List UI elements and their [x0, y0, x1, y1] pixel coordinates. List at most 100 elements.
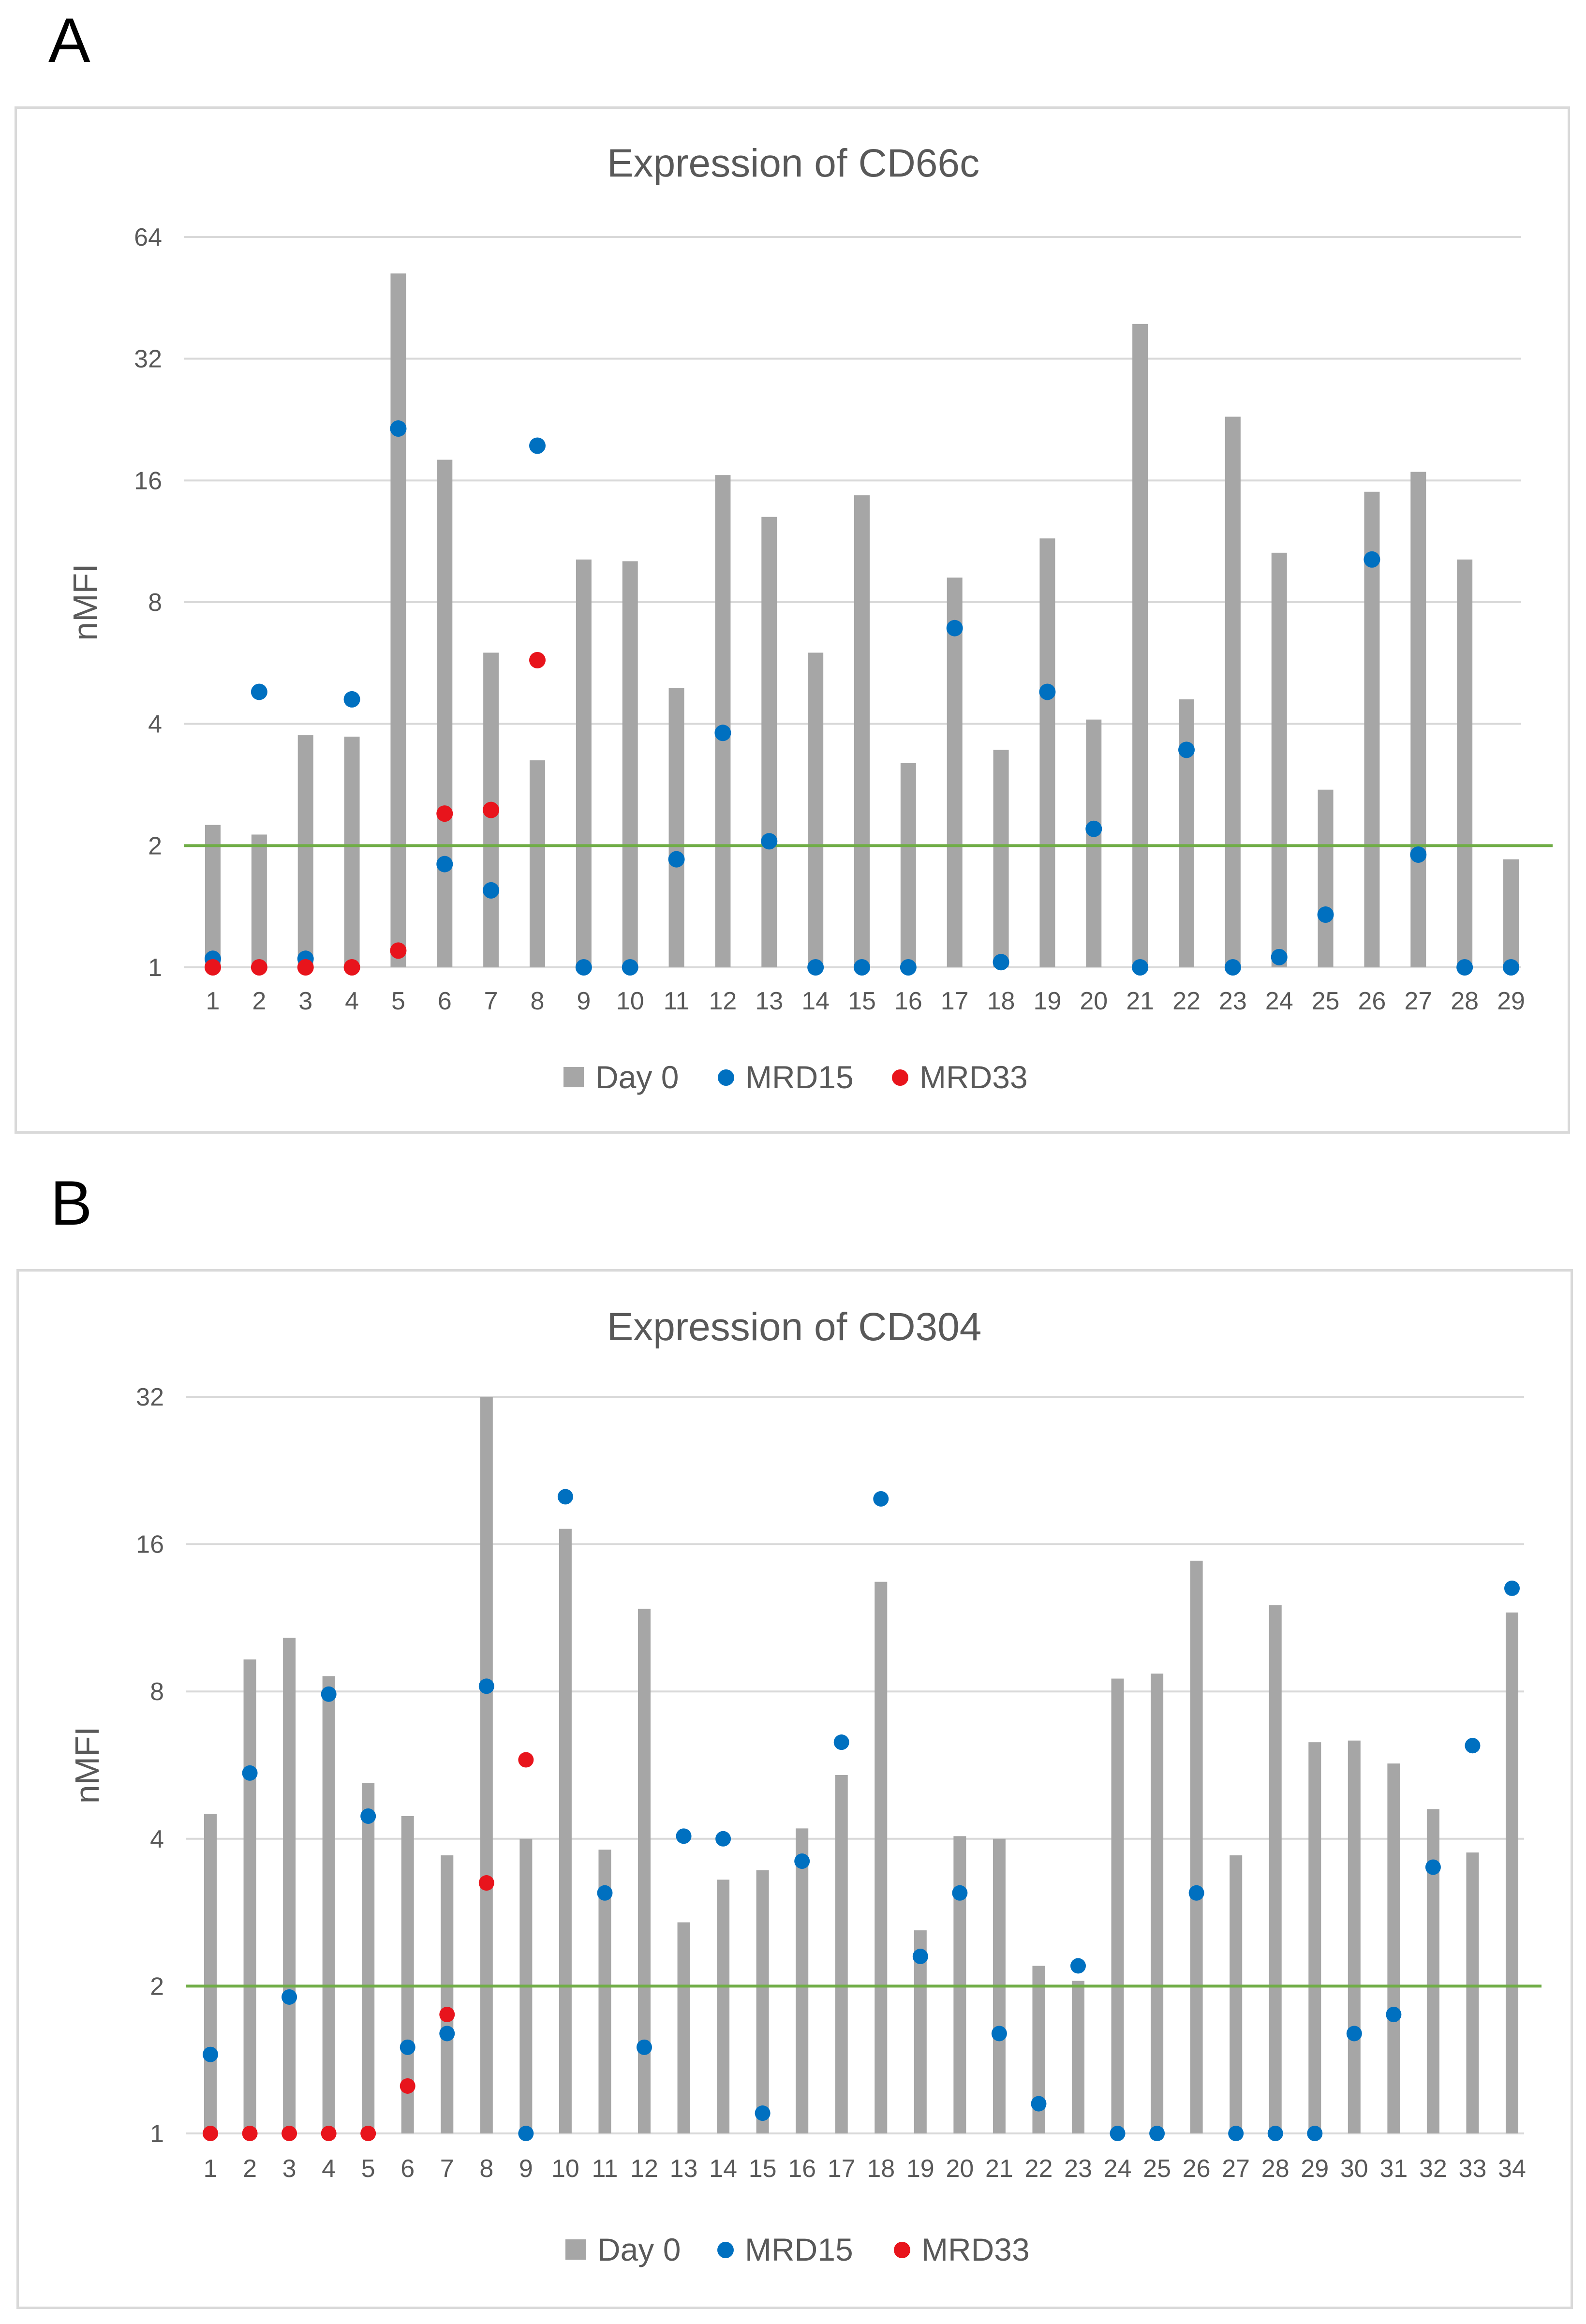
panel-label-b: B	[50, 1168, 92, 1238]
x-tick-label: 12	[630, 2155, 658, 2183]
point-mrd15	[575, 959, 592, 976]
bar-day0	[530, 760, 545, 967]
legend-swatch-mrd15	[718, 1069, 734, 1086]
legend-label-mrd15: MRD15	[745, 2232, 853, 2267]
point-mrd33	[297, 959, 314, 976]
point-mrd15	[321, 1686, 337, 1702]
chart-b-frame: Expression of CD304 nMFI 1 2 4 8 16 32 1 2 3 4 5 6 7 8 9…	[16, 1269, 1573, 2309]
bar-day0	[205, 825, 221, 967]
x-tick-label: 6	[400, 2155, 415, 2183]
y-axis-label: nMFI	[66, 563, 104, 640]
y-tick-label: 16	[134, 467, 162, 495]
legend-label-mrd15: MRD15	[745, 1059, 854, 1095]
point-mrd15	[1224, 959, 1241, 976]
point-mrd15	[597, 1885, 613, 1901]
point-mrd15	[1346, 2026, 1362, 2042]
bar-day0	[993, 750, 1009, 967]
point-mrd33	[251, 959, 267, 976]
bar-day0	[854, 495, 870, 967]
x-tick-label: 3	[298, 987, 312, 1015]
bar-day0	[668, 688, 684, 967]
x-tick-label: 24	[1265, 987, 1293, 1015]
x-tick-label: 5	[361, 2155, 375, 2183]
bar-day0	[1348, 1740, 1361, 2133]
legend-label-day0: Day 0	[597, 2232, 681, 2267]
y-tick-label: 64	[134, 223, 162, 252]
point-mrd15	[622, 959, 638, 976]
x-tick-label: 26	[1358, 987, 1386, 1015]
point-mrd33	[483, 801, 500, 818]
point-mrd33	[436, 805, 453, 822]
x-tick-label: 19	[906, 2155, 934, 2183]
x-tick-label: 4	[345, 987, 359, 1015]
point-mrd15	[1317, 906, 1334, 923]
point-mrd15	[1132, 959, 1149, 976]
point-mrd33	[439, 2007, 455, 2023]
bar-day0	[1111, 1678, 1124, 2133]
y-tick-label: 4	[148, 711, 162, 739]
x-tick-label: 17	[828, 2155, 856, 2183]
x-tick-label: 31	[1379, 2155, 1408, 2183]
point-mrd15	[400, 2039, 415, 2055]
y-tick-label: 4	[150, 1825, 164, 1853]
point-mrd15	[518, 2126, 534, 2141]
point-mrd15	[714, 725, 731, 741]
x-tick-label: 27	[1404, 987, 1432, 1015]
bar-day0	[761, 517, 777, 967]
x-tick-label: 28	[1451, 987, 1479, 1015]
bar-day0	[1086, 719, 1102, 967]
x-tick-label: 4	[322, 2155, 336, 2183]
x-tick-label: 16	[894, 987, 922, 1015]
x-tick-label: 13	[755, 987, 783, 1015]
point-mrd33	[360, 2126, 376, 2141]
point-mrd33	[529, 651, 546, 668]
point-mrd15	[1039, 683, 1056, 700]
point-mrd15	[1271, 948, 1288, 965]
point-mrd15	[1085, 820, 1102, 837]
bar-day0	[715, 475, 731, 967]
point-mrd33	[343, 959, 360, 976]
point-mrd15	[1503, 959, 1519, 976]
bar-day0	[1072, 1981, 1084, 2133]
legend-swatch-mrd33	[894, 2242, 910, 2258]
bar-day0	[900, 763, 916, 967]
point-mrd33	[518, 1752, 534, 1768]
x-tick-label: 21	[985, 2155, 1013, 2183]
y-tick-label: 16	[136, 1531, 164, 1559]
bar-day0	[914, 1930, 927, 2133]
y-tick-label: 2	[150, 1972, 164, 2000]
point-mrd15	[282, 1989, 297, 2005]
bar-day0	[1179, 699, 1194, 967]
bar-day0	[808, 652, 824, 967]
bar-day0	[796, 1828, 809, 2133]
x-tick-label: 25	[1143, 2155, 1171, 2183]
bar-day0	[677, 1922, 690, 2133]
point-mrd15	[1149, 2126, 1165, 2141]
bar-day0	[1269, 1605, 1282, 2133]
x-tick-label: 2	[252, 987, 266, 1015]
point-mrd15	[991, 2026, 1007, 2042]
point-mrd15	[483, 882, 500, 899]
y-tick-label: 8	[150, 1678, 164, 1706]
point-mrd15	[854, 959, 870, 976]
point-mrd33	[242, 2126, 258, 2141]
point-mrd15	[390, 420, 407, 437]
bar-day0	[344, 737, 360, 967]
bar-day0	[1230, 1855, 1243, 2133]
x-tick-label: 20	[946, 2155, 974, 2183]
x-tick-label: 9	[577, 987, 591, 1015]
bar-day0	[441, 1855, 454, 2133]
x-tick-label: 28	[1261, 2155, 1290, 2183]
point-mrd15	[755, 2105, 771, 2121]
y-tick-label: 1	[148, 954, 162, 982]
x-tick-label: 9	[519, 2155, 533, 2183]
point-mrd15	[873, 1491, 889, 1507]
bar-day0	[437, 459, 453, 967]
legend-swatch-day0	[563, 1067, 584, 1087]
bar-day0	[1387, 1763, 1400, 2133]
legend-swatch-mrd15	[717, 2242, 734, 2258]
point-mrd15	[1386, 2007, 1402, 2023]
bar-day0	[1426, 1809, 1439, 2133]
point-mrd33	[478, 1875, 494, 1891]
